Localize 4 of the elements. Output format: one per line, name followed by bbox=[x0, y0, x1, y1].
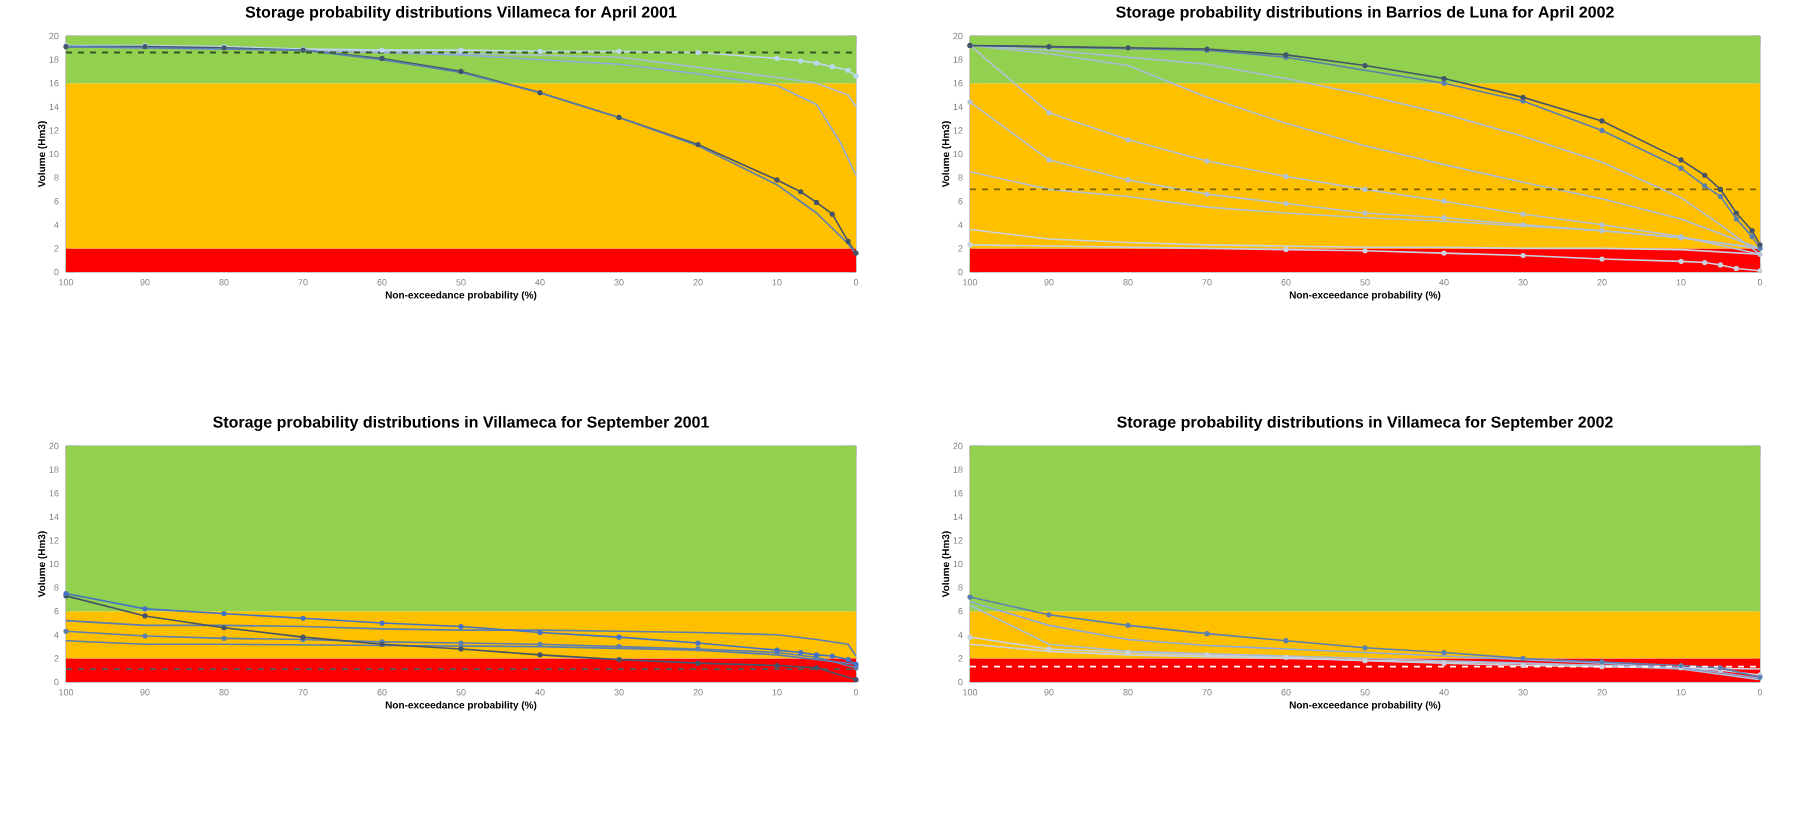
chart-title: Storage probability distributions Villameca for April 2001 bbox=[245, 5, 677, 21]
chart-title: Storage probability distributions in Villameca for September 2001 bbox=[213, 415, 709, 431]
chart-title: Storage probability distributions in Villameca for September 2002 bbox=[1117, 415, 1613, 431]
chart-title: Storage probability distributions in Barrios de Luna for April 2002 bbox=[1116, 5, 1614, 21]
